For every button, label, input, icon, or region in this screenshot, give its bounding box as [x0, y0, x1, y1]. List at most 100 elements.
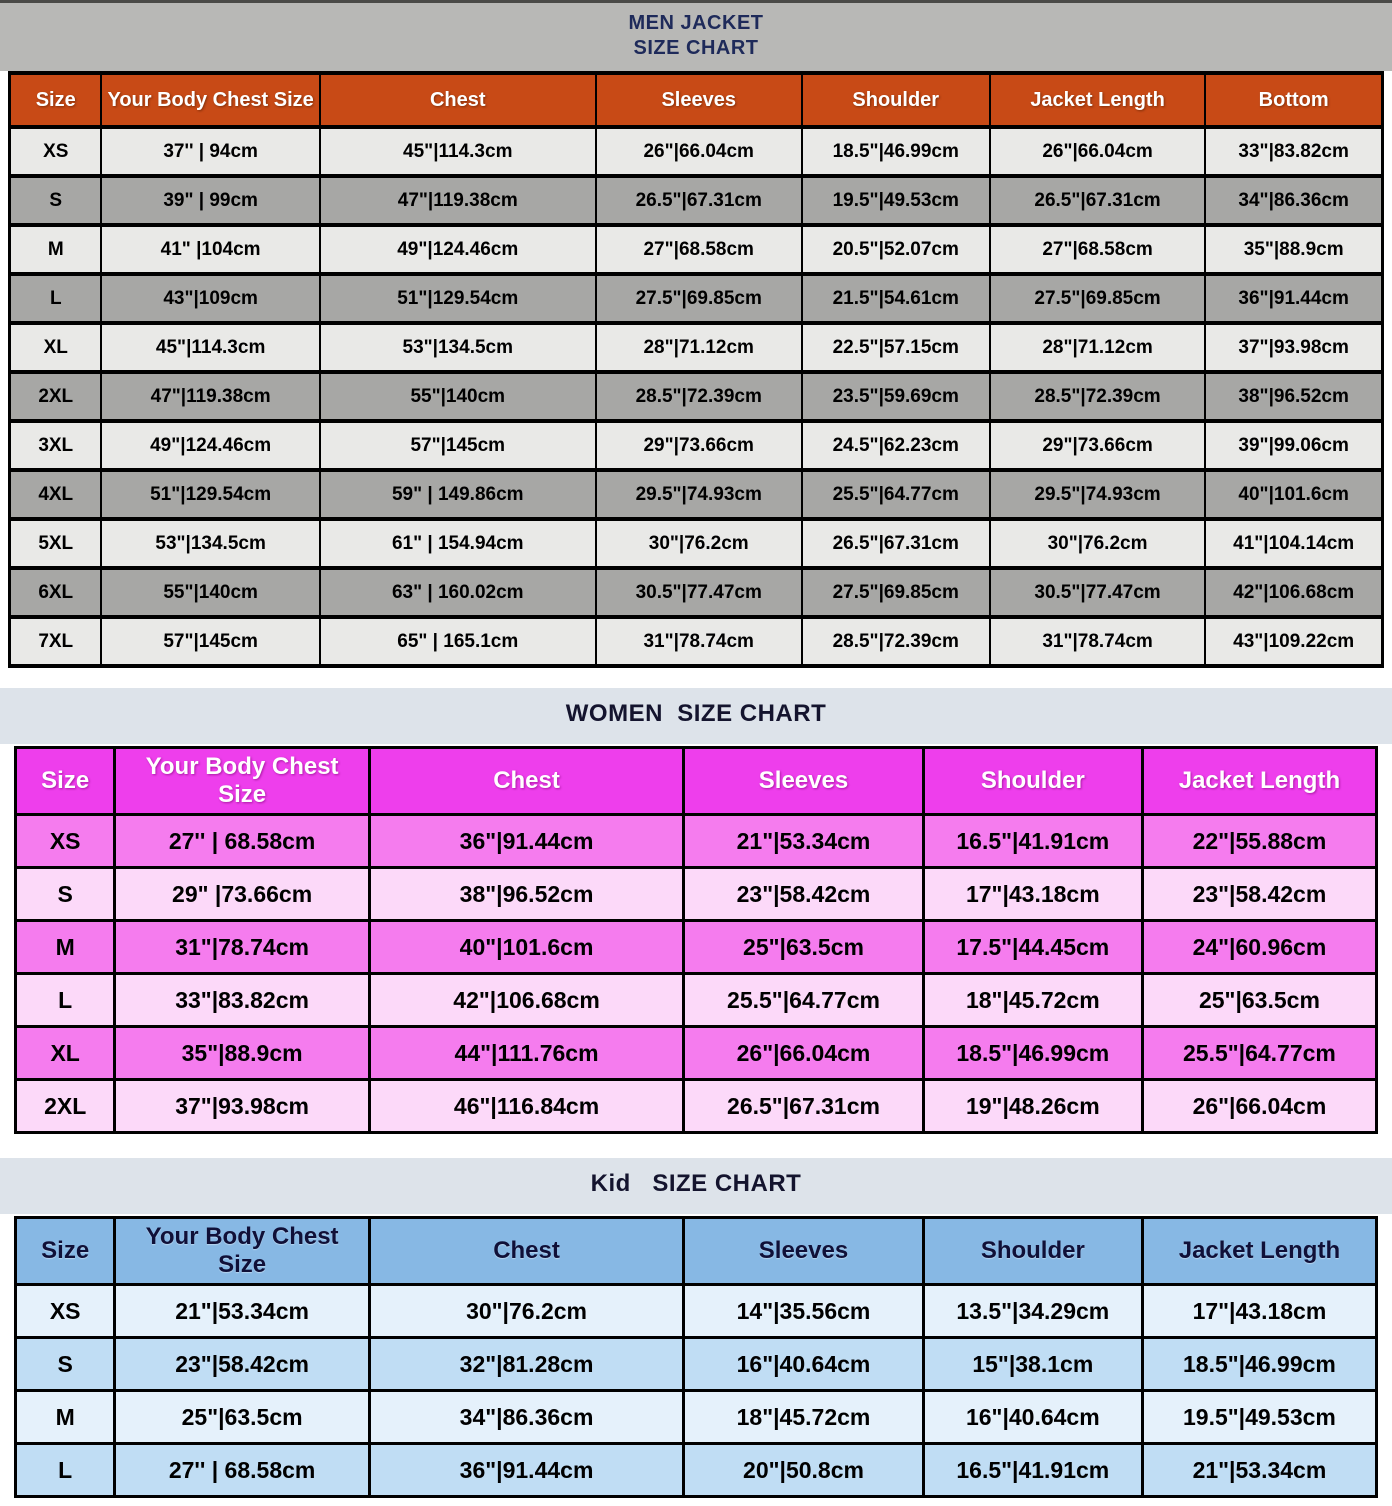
women-m-jacket-length-value: 24"|60.96cm: [1140, 920, 1379, 974]
kid-column-header-size: Size: [13, 1217, 117, 1285]
women-xl-chest-value: 44"|111.76cm: [367, 1026, 686, 1080]
men-3xl-bottom-value: 39"|99.06cm: [1204, 421, 1384, 470]
men-size-label-s: S: [8, 176, 103, 225]
women-column-header-jacket-length: Jacket Length: [1140, 747, 1379, 815]
men-s-shoulder-value: 19.5"|49.53cm: [800, 176, 991, 225]
men-column-header-shoulder: Shoulder: [800, 73, 991, 127]
women-row-l: L 33"|83.82cm 42"|106.68cm 25.5"|64.77cm 18"…: [13, 973, 1379, 1027]
women-row-xs: XS 27'' | 68.58cm 36"|91.44cm 21"|53.34cm 16…: [13, 814, 1379, 868]
men-size-label-xs: XS: [8, 127, 103, 176]
men-header-row: Size Your Body Chest Size Chest Sleeves Shou…: [8, 73, 1384, 127]
women-xl-sleeves-value: 26"|66.04cm: [682, 1026, 925, 1080]
women-2xl-chest-value: 46"|116.84cm: [367, 1079, 686, 1133]
men-2xl-jacket-length-value: 28.5"|72.39cm: [988, 372, 1207, 421]
men-4xl-sleeves-value: 29.5"|74.93cm: [594, 470, 803, 519]
women-s-your-body-chest-size-value: 29" |73.66cm: [113, 867, 371, 921]
kid-column-header-jacket-length: Jacket Length: [1140, 1217, 1379, 1285]
men-7xl-your-body-chest-size-value: 57"|145cm: [100, 617, 321, 666]
men-row-xl: XL 45"|114.3cm 53"|134.5cm 28"|71.12cm 22.5"…: [8, 323, 1384, 372]
men-4xl-bottom-value: 40"|101.6cm: [1204, 470, 1384, 519]
men-row-7xl: 7XL 57"|145cm 65" | 165.1cm 31"|78.74cm 28.5…: [8, 617, 1384, 666]
men-7xl-bottom-value: 43"|109.22cm: [1204, 617, 1384, 666]
men-7xl-sleeves-value: 31"|78.74cm: [594, 617, 803, 666]
men-6xl-bottom-value: 42"|106.68cm: [1204, 568, 1384, 617]
men-xs-sleeves-value: 26"|66.04cm: [594, 127, 803, 176]
kid-xs-chest-value: 30"|76.2cm: [367, 1284, 686, 1338]
men-6xl-chest-value: 63" | 160.02cm: [318, 568, 597, 617]
women-l-sleeves-value: 25.5"|64.77cm: [682, 973, 925, 1027]
men-3xl-shoulder-value: 24.5"|62.23cm: [800, 421, 991, 470]
men-6xl-your-body-chest-size-value: 55"|140cm: [100, 568, 321, 617]
men-5xl-jacket-length-value: 30"|76.2cm: [988, 519, 1207, 568]
women-column-header-size: Size: [13, 747, 117, 815]
women-xs-your-body-chest-size-value: 27'' | 68.58cm: [113, 814, 371, 868]
kid-section-title: Kid SIZE CHART: [0, 1158, 1392, 1214]
men-6xl-sleeves-value: 30.5"|77.47cm: [594, 568, 803, 617]
men-section-titlebar: MEN JACKET SIZE CHART: [0, 0, 1392, 71]
men-row-xs: XS 37'' | 94cm 45"|114.3cm 26"|66.04cm 18.5"…: [8, 127, 1384, 176]
men-title-line1: MEN JACKET: [628, 12, 764, 34]
men-m-shoulder-value: 20.5"|52.07cm: [800, 225, 991, 274]
men-row-6xl: 6XL 55"|140cm 63" | 160.02cm 30.5"|77.47cm 2…: [8, 568, 1384, 617]
kid-s-chest-value: 32"|81.28cm: [367, 1337, 686, 1391]
men-l-bottom-value: 36"|91.44cm: [1204, 274, 1384, 323]
men-row-3xl: 3XL 49"|124.46cm 57"|145cm 29"|73.66cm 24.5"…: [8, 421, 1384, 470]
men-xs-bottom-value: 33"|83.82cm: [1204, 127, 1384, 176]
kid-l-your-body-chest-size-value: 27'' | 68.58cm: [113, 1443, 371, 1497]
men-column-header-sleeves: Sleeves: [594, 73, 803, 127]
kid-s-sleeves-value: 16"|40.64cm: [682, 1337, 925, 1391]
kid-s-shoulder-value: 15"|38.1cm: [921, 1337, 1144, 1391]
women-s-sleeves-value: 23"|58.42cm: [682, 867, 925, 921]
kid-m-your-body-chest-size-value: 25"|63.5cm: [113, 1390, 371, 1444]
men-column-header-bottom: Bottom: [1204, 73, 1384, 127]
men-size-label-4xl: 4XL: [8, 470, 103, 519]
kid-size-label-xs: XS: [13, 1284, 117, 1338]
kid-column-header-chest: Chest: [367, 1217, 686, 1285]
kid-row-s: S 23"|58.42cm 32"|81.28cm 16"|40.64cm 15"|38…: [13, 1337, 1379, 1391]
men-5xl-bottom-value: 41"|104.14cm: [1204, 519, 1384, 568]
women-row-xl: XL 35"|88.9cm 44"|111.76cm 26"|66.04cm 18.5"…: [13, 1026, 1379, 1080]
men-xs-shoulder-value: 18.5"|46.99cm: [800, 127, 991, 176]
men-xs-your-body-chest-size-value: 37'' | 94cm: [100, 127, 321, 176]
women-l-jacket-length-value: 25"|63.5cm: [1140, 973, 1379, 1027]
kid-l-shoulder-value: 16.5"|41.91cm: [921, 1443, 1144, 1497]
kid-s-jacket-length-value: 18.5"|46.99cm: [1140, 1337, 1379, 1391]
men-l-chest-value: 51"|129.54cm: [318, 274, 597, 323]
women-2xl-jacket-length-value: 26"|66.04cm: [1140, 1079, 1379, 1133]
women-section-title: WOMEN SIZE CHART: [0, 688, 1392, 744]
men-column-header-size: Size: [8, 73, 103, 127]
kid-xs-jacket-length-value: 17"|43.18cm: [1140, 1284, 1379, 1338]
men-xl-sleeves-value: 28"|71.12cm: [594, 323, 803, 372]
women-column-header-sleeves: Sleeves: [682, 747, 925, 815]
women-s-chest-value: 38"|96.52cm: [367, 867, 686, 921]
men-7xl-chest-value: 65" | 165.1cm: [318, 617, 597, 666]
women-s-jacket-length-value: 23"|58.42cm: [1140, 867, 1379, 921]
women-size-label-l: L: [13, 973, 117, 1027]
kid-size-table: Size Your Body Chest Size Chest Sleeves Shou…: [13, 1216, 1379, 1498]
women-xs-shoulder-value: 16.5"|41.91cm: [921, 814, 1144, 868]
men-xl-jacket-length-value: 28"|71.12cm: [988, 323, 1207, 372]
men-6xl-jacket-length-value: 30.5"|77.47cm: [988, 568, 1207, 617]
men-4xl-chest-value: 59" | 149.86cm: [318, 470, 597, 519]
women-m-shoulder-value: 17.5"|44.45cm: [921, 920, 1144, 974]
men-xs-chest-value: 45"|114.3cm: [318, 127, 597, 176]
men-row-5xl: 5XL 53"|134.5cm 61" | 154.94cm 30"|76.2cm 26…: [8, 519, 1384, 568]
men-2xl-your-body-chest-size-value: 47"|119.38cm: [100, 372, 321, 421]
men-size-label-6xl: 6XL: [8, 568, 103, 617]
men-s-your-body-chest-size-value: 39" | 99cm: [100, 176, 321, 225]
men-2xl-sleeves-value: 28.5"|72.39cm: [594, 372, 803, 421]
kid-m-chest-value: 34"|86.36cm: [367, 1390, 686, 1444]
men-l-shoulder-value: 21.5"|54.61cm: [800, 274, 991, 323]
women-size-label-s: S: [13, 867, 117, 921]
women-column-header-chest: Chest: [367, 747, 686, 815]
men-2xl-chest-value: 55"|140cm: [318, 372, 597, 421]
kid-xs-sleeves-value: 14"|35.56cm: [682, 1284, 925, 1338]
men-xl-your-body-chest-size-value: 45"|114.3cm: [100, 323, 321, 372]
men-s-chest-value: 47"|119.38cm: [318, 176, 597, 225]
women-m-your-body-chest-size-value: 31"|78.74cm: [113, 920, 371, 974]
women-size-label-2xl: 2XL: [13, 1079, 117, 1133]
men-l-sleeves-value: 27.5"|69.85cm: [594, 274, 803, 323]
men-3xl-chest-value: 57"|145cm: [318, 421, 597, 470]
men-6xl-shoulder-value: 27.5"|69.85cm: [800, 568, 991, 617]
kid-header-row: Size Your Body Chest Size Chest Sleeves Shou…: [13, 1217, 1379, 1285]
